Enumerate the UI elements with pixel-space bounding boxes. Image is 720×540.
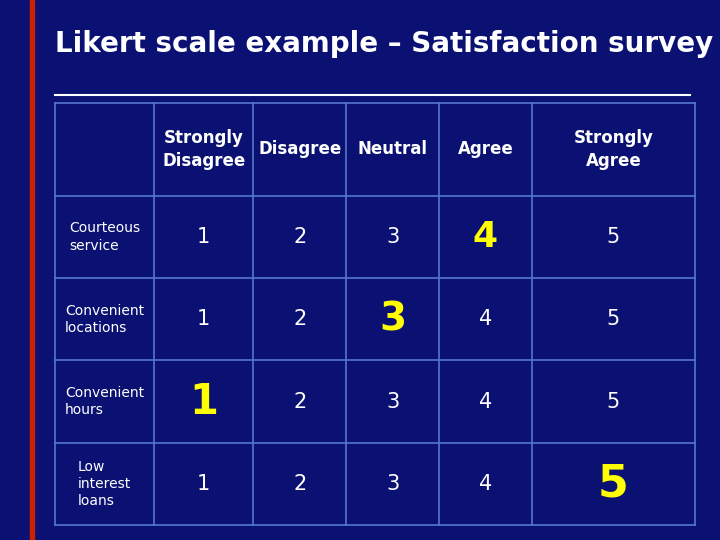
Text: 2: 2 (293, 309, 307, 329)
Text: Strongly
Disagree: Strongly Disagree (162, 129, 246, 170)
Text: 4: 4 (479, 309, 492, 329)
Text: 4: 4 (479, 392, 492, 411)
Text: 3: 3 (386, 392, 399, 411)
Text: 2: 2 (293, 392, 307, 411)
Text: 5: 5 (607, 392, 620, 411)
Text: 1: 1 (197, 474, 210, 494)
Text: Low
interest
loans: Low interest loans (78, 460, 131, 508)
Text: 1: 1 (197, 227, 210, 247)
Text: 3: 3 (386, 474, 399, 494)
Text: 4: 4 (473, 220, 498, 254)
Text: 3: 3 (386, 227, 399, 247)
Text: Neutral: Neutral (358, 140, 428, 158)
Text: 5: 5 (607, 309, 620, 329)
Text: 5: 5 (607, 227, 620, 247)
Text: Agree: Agree (457, 140, 513, 158)
Text: Convenient
locations: Convenient locations (65, 303, 144, 335)
Text: 3: 3 (379, 300, 406, 338)
Text: Strongly
Agree: Strongly Agree (573, 129, 653, 170)
Bar (30, 0, 34, 540)
Text: Disagree: Disagree (258, 140, 341, 158)
Text: 2: 2 (293, 474, 307, 494)
Text: 4: 4 (479, 474, 492, 494)
Text: Courteous
service: Courteous service (69, 221, 140, 253)
Text: 5: 5 (598, 462, 629, 505)
Text: 2: 2 (293, 227, 307, 247)
Text: 1: 1 (189, 381, 218, 423)
Text: 1: 1 (197, 309, 210, 329)
Text: Convenient
hours: Convenient hours (65, 386, 144, 417)
Text: Likert scale example – Satisfaction survey of Bank: Likert scale example – Satisfaction surv… (55, 30, 720, 58)
